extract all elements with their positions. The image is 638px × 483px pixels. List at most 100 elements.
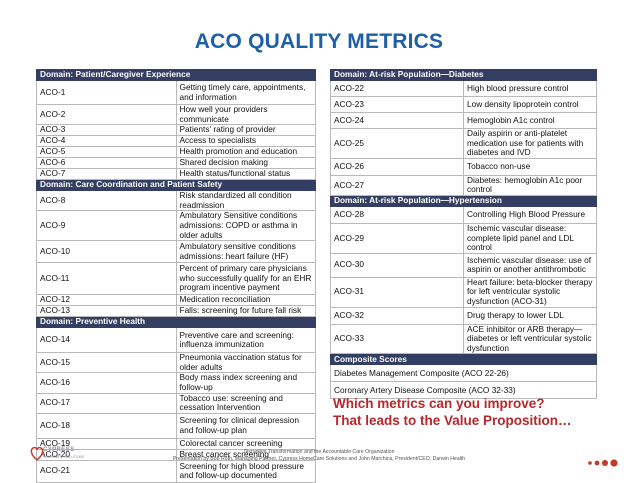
metric-id: ACO-12	[36, 294, 177, 307]
metric-id: ACO-4	[36, 135, 177, 148]
metric-row: ACO-28 Controlling High Blood Pressure	[330, 205, 597, 224]
footer-line-1: Disruptive Transformation and the Accoun…	[243, 449, 395, 455]
metric-description: Daily aspirin or anti-platelet medicatio…	[463, 128, 597, 159]
metric-row: ACO-19 Colorectal cancer screening	[36, 437, 316, 450]
metric-row: ACO-1 Getting timely care, appointments, …	[36, 80, 316, 105]
metric-id: ACO-13	[36, 305, 177, 318]
metric-row: ACO-11 Percent of primary care physicians…	[36, 262, 316, 296]
page-title: ACO QUALITY METRICS	[194, 30, 444, 53]
metric-id: ACO-11	[36, 262, 177, 296]
right-metrics-table: Domain: At-risk Population—Diabetes ACO-2…	[330, 69, 597, 400]
metric-row: ACO-32 Drug therapy to lower LDL	[330, 306, 597, 325]
slide-dots-icon	[588, 459, 618, 467]
metric-row: ACO-13 Falls: screening for future fall r…	[36, 305, 316, 318]
metric-id: ACO-18	[36, 412, 177, 439]
metric-description: Getting timely care, appointments, and i…	[175, 80, 316, 105]
domain-header: Domain: At-risk Population—Hypertension	[330, 194, 597, 207]
metric-id: ACO-14	[36, 327, 177, 354]
metric-row: ACO-20 Breast cancer screening	[36, 448, 316, 461]
metric-description: High blood pressure control	[463, 80, 597, 97]
metric-row: ACO-9 Ambulatory Sensitive conditions adm…	[36, 210, 316, 242]
metric-description: Controlling High Blood Pressure	[463, 205, 597, 224]
metric-row: ACO-6 Shared decision making	[36, 157, 316, 170]
metric-row: ACO-26 Tobacco non-use	[330, 157, 597, 176]
metric-description: Medication reconciliation	[175, 294, 316, 307]
metric-description: Body mass index screening and follow-up	[175, 372, 316, 394]
metric-id: ACO-23	[330, 96, 464, 113]
metric-description: Risk standardized all condition readmiss…	[175, 190, 316, 212]
metric-description: Patients' rating of provider	[175, 124, 316, 137]
composite-label: Diabetes Management Composite (ACO 22-26…	[330, 364, 597, 383]
metric-description: Low density lipoprotein control	[463, 96, 597, 113]
metric-row: ACO-24 Hemoglobin A1c control	[330, 112, 597, 129]
metric-row: ACO-25 Daily aspirin or anti-platelet med…	[330, 128, 597, 159]
metric-row: ACO-16 Body mass index screening and foll…	[36, 372, 316, 394]
metric-id: ACO-3	[36, 124, 177, 137]
metric-description: Hemoglobin A1c control	[463, 112, 597, 129]
metric-description: Tobacco non-use	[463, 157, 597, 176]
composite-row: Diabetes Management Composite (ACO 22-26…	[330, 364, 597, 383]
metric-row: ACO-7 Health status/functional status	[36, 168, 316, 181]
metric-description: Ischemic vascular disease: complete lipi…	[463, 222, 597, 254]
metric-row: ACO-12 Medication reconciliation	[36, 294, 316, 307]
metric-row: ACO-27 Diabetes: hemoglobin A1c poor cont…	[330, 174, 597, 196]
metric-row: ACO-2 How well your providers communicate	[36, 103, 316, 126]
domain-header: Domain: Care Coordination and Patient Sa…	[36, 179, 316, 192]
domain-header: Domain: Preventive Health	[36, 316, 316, 329]
metric-description: ACE inhibitor or ARB therapy—diabetes or…	[463, 323, 597, 355]
metric-description: Drug therapy to lower LDL	[463, 306, 597, 325]
metric-row: ACO-33 ACE inhibitor or ARB therapy—diabe…	[330, 323, 597, 355]
metric-row: ACO-3 Patients' rating of provider	[36, 124, 316, 137]
metric-id: ACO-10	[36, 240, 177, 264]
domain-header-row: Domain: At-risk Population—Hypertension	[330, 194, 597, 207]
metric-row: ACO-10 Ambulatory sensitive conditions ad…	[36, 240, 316, 264]
metric-id: ACO-6	[36, 157, 177, 170]
logo-subtitle: HOMECARE SOLUTIONS	[43, 455, 85, 459]
metric-id: ACO-24	[330, 112, 464, 129]
domain-header: Composite Scores	[330, 353, 597, 366]
composite-row: Coronary Artery Disease Composite (ACO 3…	[330, 381, 597, 400]
metric-id: ACO-29	[330, 222, 464, 254]
metric-description: Ischemic vascular disease: use of aspiri…	[463, 252, 597, 278]
metric-row: ACO-17 Tobacco use: screening and cessati…	[36, 392, 316, 414]
metric-description: Health promotion and education	[175, 146, 316, 159]
domain-header-row: Domain: Care Coordination and Patient Sa…	[36, 179, 316, 192]
metric-id: ACO-2	[36, 103, 177, 126]
metric-row: ACO-30 Ischemic vascular disease: use of …	[330, 252, 597, 278]
callout-line-2: That leads to the Value Proposition…	[333, 413, 572, 428]
metric-row: ACO-29 Ischemic vascular disease: complet…	[330, 222, 597, 254]
footer-line-2: Presentation by Bob Roth, Managing Partn…	[172, 456, 466, 462]
metric-id: ACO-28	[330, 205, 464, 224]
metric-id: ACO-8	[36, 190, 177, 212]
metric-row: ACO-14 Preventive care and screening: inf…	[36, 327, 316, 354]
callout-text: Which metrics can you improve? That lead…	[333, 395, 572, 429]
metric-id: ACO-25	[330, 128, 464, 159]
domain-header-row: Domain: Patient/Caregiver Experience	[36, 69, 316, 81]
metric-description: Access to specialists	[175, 135, 316, 148]
metric-row: ACO-23 Low density lipoprotein control	[330, 96, 597, 113]
metric-description: Heart failure: beta-blocker therapy for …	[463, 276, 597, 308]
metric-id: ACO-26	[330, 157, 464, 176]
logo-name: CYPRESS	[43, 447, 75, 453]
metric-id: ACO-17	[36, 392, 177, 414]
domain-header: Domain: At-risk Population—Diabetes	[330, 69, 597, 81]
metric-description: Colorectal cancer screening	[175, 437, 316, 450]
metric-id: ACO-33	[330, 323, 464, 355]
cypress-logo-icon	[30, 446, 44, 461]
metric-row: ACO-31 Heart failure: beta-blocker therap…	[330, 276, 597, 308]
metric-description: Shared decision making	[175, 157, 316, 170]
metric-row: ACO-4 Access to specialists	[36, 135, 316, 148]
metric-description: Screening for clinical depression and fo…	[175, 412, 316, 439]
metric-id: ACO-5	[36, 146, 177, 159]
domain-header-row: Domain: Preventive Health	[36, 316, 316, 329]
domain-header-row: Domain: At-risk Population—Diabetes	[330, 69, 597, 81]
metric-id: ACO-1	[36, 80, 177, 105]
composite-label: Coronary Artery Disease Composite (ACO 3…	[330, 381, 597, 400]
metric-description: Tobacco use: screening and cessation Int…	[175, 392, 316, 414]
metric-id: ACO-30	[330, 252, 464, 278]
metric-description: How well your providers communicate	[175, 103, 316, 126]
metric-id: ACO-16	[36, 372, 177, 394]
metric-id: ACO-27	[330, 174, 464, 196]
metric-row: ACO-8 Risk standardized all condition rea…	[36, 190, 316, 212]
metric-row: ACO-15 Pneumonia vaccination status for o…	[36, 352, 316, 374]
